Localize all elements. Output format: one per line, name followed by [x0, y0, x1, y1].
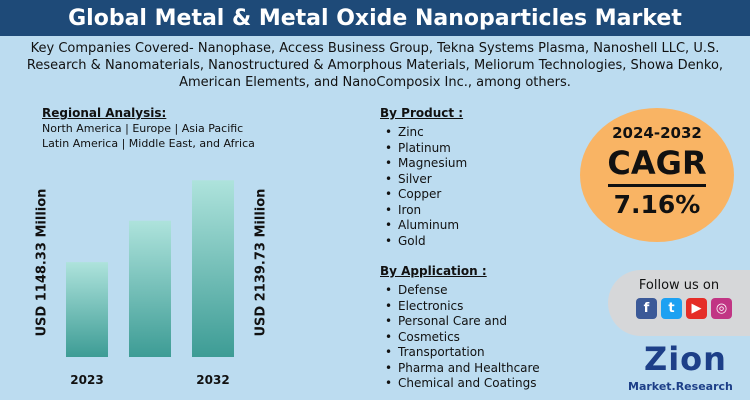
region-line-1: North America | Europe | Asia Pacific	[42, 122, 244, 135]
logo-main-text: Zion	[644, 340, 727, 378]
bar-value-label-2032: USD 2139.73 Million	[253, 188, 269, 337]
bar-2	[192, 180, 234, 357]
page-title: Global Metal & Metal Oxide Nanoparticles…	[68, 6, 682, 31]
facebook-icon[interactable]: f	[636, 298, 657, 319]
regional-analysis: Regional Analysis: North America | Europ…	[42, 106, 292, 151]
bar-1	[129, 220, 171, 357]
product-item: Magnesium	[382, 156, 467, 172]
product-item: Iron	[382, 203, 467, 219]
instagram-icon[interactable]: ◎	[711, 298, 732, 319]
bar-0	[66, 262, 108, 357]
application-item: Chemical and Coatings	[382, 376, 540, 392]
product-item: Platinum	[382, 141, 467, 157]
follow-us-text: Follow us on	[638, 278, 720, 293]
x-tick-label: 2023	[70, 373, 103, 387]
youtube-icon[interactable]: ▶	[686, 298, 707, 319]
cagr-badge: 2024-2032 CAGR 7.16%	[580, 108, 734, 242]
by-product-heading: By Product :	[380, 106, 464, 120]
regional-analysis-heading: Regional Analysis:	[42, 106, 167, 120]
product-item: Copper	[382, 187, 467, 203]
cagr-underline	[608, 184, 706, 187]
by-application-heading: By Application :	[380, 264, 487, 278]
region-line-2: Latin America | Middle East, and Africa	[42, 137, 255, 150]
application-item: Defense	[382, 283, 540, 299]
application-list: DefenseElectronicsPersonal Care andCosme…	[382, 283, 540, 392]
application-item: Personal Care and	[382, 314, 540, 330]
cagr-value: 7.16%	[613, 190, 701, 219]
cagr-label: CAGR	[607, 144, 707, 182]
application-item: Cosmetics	[382, 330, 540, 346]
follow-us-panel: Follow us on f t ▶ ◎	[608, 270, 750, 336]
application-item: Transportation	[382, 345, 540, 361]
companies-text: Key Companies Covered- Nanophase, Access…	[26, 41, 724, 90]
x-tick-label: 2032	[196, 373, 229, 387]
product-item: Gold	[382, 234, 467, 250]
zion-logo: Zion Market.Research	[622, 340, 750, 396]
cagr-years: 2024-2032	[612, 124, 702, 142]
product-item: Silver	[382, 172, 467, 188]
bar-chart-svg: 2023 2032	[66, 180, 234, 387]
application-item: Electronics	[382, 299, 540, 315]
bar-value-label-2023: USD 1148.33 Million	[34, 188, 50, 337]
product-item: Zinc	[382, 125, 467, 141]
logo-sub-text: Market.Research	[628, 380, 733, 393]
title-band	[0, 0, 750, 36]
application-item: Pharma and Healthcare	[382, 361, 540, 377]
product-list: ZincPlatinumMagnesiumSilverCopperIronAlu…	[382, 125, 467, 249]
market-size-chart: 2023 2032 USD 1148.33 Million USD 2139.73…	[30, 160, 290, 395]
twitter-icon[interactable]: t	[661, 298, 682, 319]
product-item: Aluminum	[382, 218, 467, 234]
